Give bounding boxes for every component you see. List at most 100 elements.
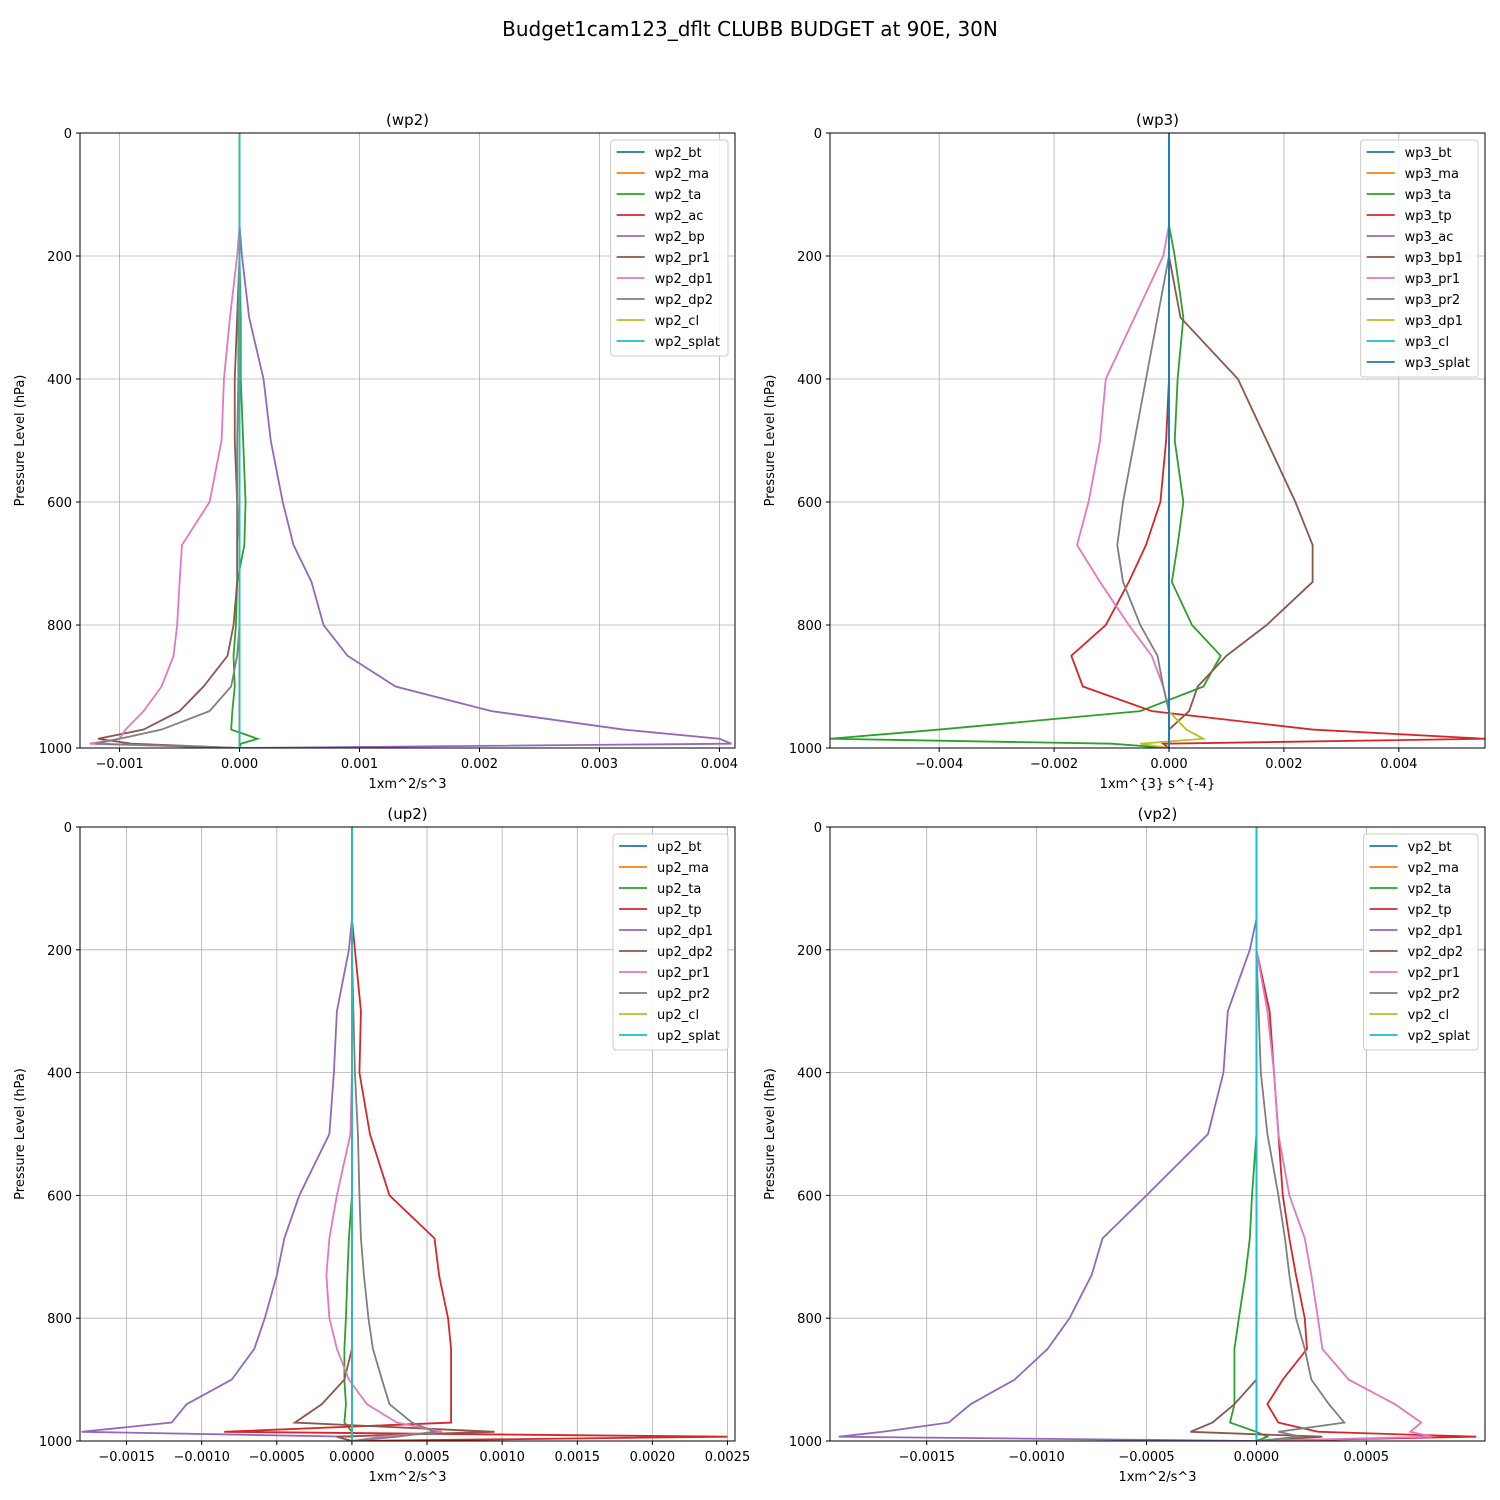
- legend-label: up2_tp: [657, 903, 702, 918]
- y-tick-label: 400: [47, 373, 72, 388]
- legend-label: vp2_ma: [1408, 861, 1459, 876]
- x-axis-label: 1xm^2/s^3: [368, 777, 446, 792]
- x-tick-label: 0.0000: [329, 1450, 375, 1465]
- series-line: [830, 133, 1222, 748]
- x-tick-label: −0.002: [1030, 757, 1078, 772]
- y-tick-label: 1000: [39, 742, 72, 757]
- legend-label: wp2_ma: [655, 167, 709, 182]
- legend-label: wp3_ta: [1405, 188, 1452, 203]
- legend-label: up2_ta: [657, 882, 701, 897]
- y-tick-label: 600: [47, 496, 72, 511]
- x-tick-label: 0.0025: [705, 1450, 751, 1465]
- y-tick-label: 200: [797, 944, 822, 959]
- legend-label: wp3_ma: [1405, 167, 1459, 182]
- series-line: [1140, 133, 1207, 748]
- subplot: −0.004 −0.002 0.000 0.002 0.004 0 200 400 600 800…: [763, 111, 1486, 792]
- legend-label: wp3_pr1: [1405, 272, 1461, 287]
- subplot: −0.0015 −0.0010 −0.0005 0.0000 0.0005 0 200 400…: [763, 805, 1486, 1485]
- legend-label: wp2_dp2: [655, 293, 713, 308]
- series-line: [89, 133, 241, 748]
- legend-label: wp2_ac: [655, 209, 704, 224]
- legend: wp2_bt wp2_ma wp2_ta wp2_ac wp2_bp wp2_pr1 wp2…: [610, 139, 729, 357]
- y-tick-label: 400: [797, 1067, 822, 1082]
- x-tick-label: −0.0005: [1118, 1450, 1174, 1465]
- x-tick-label: 0.001: [341, 757, 378, 772]
- y-tick-label: 200: [47, 250, 72, 265]
- legend-label: up2_bt: [657, 840, 702, 855]
- x-tick-label: 0.0005: [1344, 1450, 1390, 1465]
- legend-label: up2_pr2: [657, 987, 710, 1002]
- legend-label: vp2_dp1: [1408, 924, 1464, 939]
- y-tick-label: 1000: [789, 1435, 822, 1450]
- x-axis-label: 1xm^2/s^3: [368, 1470, 446, 1485]
- lines: [830, 133, 1485, 748]
- legend-label: wp2_cl: [655, 314, 699, 329]
- y-tick-label: 600: [47, 1189, 72, 1204]
- legend-label: vp2_pr1: [1408, 966, 1461, 981]
- legend-label: up2_dp2: [657, 945, 713, 960]
- y-tick-label: 1000: [789, 742, 822, 757]
- y-tick-label: 200: [47, 944, 72, 959]
- y-tick-label: 0: [814, 821, 822, 836]
- y-tick-label: 0: [64, 127, 72, 142]
- legend-label: vp2_dp2: [1408, 945, 1464, 960]
- x-tick-label: 0.003: [581, 757, 618, 772]
- series-line: [1168, 133, 1314, 748]
- legend-label: up2_dp1: [657, 924, 713, 939]
- y-tick-label: 1000: [39, 1435, 72, 1450]
- x-tick-label: −0.001: [96, 757, 144, 772]
- legend-label: up2_ma: [657, 861, 709, 876]
- y-tick-label: 600: [797, 496, 822, 511]
- axes-frame: [829, 826, 1486, 1442]
- legend-label: wp3_bp1: [1405, 251, 1463, 266]
- series-line: [292, 827, 495, 1441]
- x-tick-label: 0.0015: [555, 1450, 601, 1465]
- legend: wp3_bt wp3_ma wp3_ta wp3_tp wp3_ac wp3_bp1 wp3…: [1360, 139, 1479, 378]
- series-line: [838, 827, 1258, 1441]
- subplot: −0.0015 −0.0010 −0.0005 0.0000 0.0005 0.0010 0…: [13, 805, 750, 1485]
- figure-title: Budget1cam123_dflt CLUBB BUDGET at 90E, …: [502, 17, 998, 41]
- x-tick-label: 0.0010: [479, 1450, 525, 1465]
- legend-label: wp3_bt: [1405, 146, 1452, 161]
- x-tick-label: −0.0010: [173, 1450, 229, 1465]
- y-axis-label: Pressure Level (hPa): [13, 1068, 28, 1200]
- x-tick-label: 0.000: [221, 757, 258, 772]
- lines: [838, 827, 1477, 1441]
- legend-label: vp2_ta: [1408, 882, 1452, 897]
- subplot: −0.001 0.000 0.001 0.002 0.003 0.004 0 200 400 60…: [13, 111, 738, 792]
- x-tick-label: 0.004: [701, 757, 738, 772]
- y-tick-label: 0: [64, 821, 72, 836]
- series-line: [1255, 827, 1433, 1441]
- series-line: [351, 827, 439, 1441]
- y-axis-label: Pressure Level (hPa): [763, 375, 778, 507]
- y-axis-label: Pressure Level (hPa): [763, 1068, 778, 1200]
- y-tick-label: 200: [797, 250, 822, 265]
- legend-label: vp2_tp: [1408, 903, 1452, 918]
- x-tick-label: −0.0015: [899, 1450, 955, 1465]
- legend-label: vp2_cl: [1408, 1008, 1449, 1023]
- legend-label: wp3_cl: [1405, 335, 1449, 350]
- legend-box: [1360, 139, 1479, 378]
- x-tick-label: 0.0000: [1234, 1450, 1280, 1465]
- subplot-title: (vp2): [1138, 805, 1178, 823]
- y-tick-label: 0: [814, 127, 822, 142]
- axes-frame: [829, 132, 1486, 749]
- series-line: [81, 827, 353, 1441]
- x-axis-label: 1xm^2/s^3: [1118, 1470, 1196, 1485]
- legend-label: wp2_bp: [655, 230, 705, 245]
- y-tick-label: 800: [797, 619, 822, 634]
- legend-label: wp3_splat: [1405, 356, 1470, 371]
- legend-label: up2_pr1: [657, 966, 710, 981]
- legend: vp2_bt vp2_ma vp2_ta vp2_tp vp2_dp1 vp2_dp2vp…: [1363, 833, 1479, 1051]
- legend-label: wp3_tp: [1405, 209, 1452, 224]
- legend-label: wp3_pr2: [1405, 293, 1461, 308]
- legend-label: vp2_bt: [1408, 840, 1452, 855]
- x-tick-label: 0.002: [461, 757, 498, 772]
- x-tick-label: −0.0015: [98, 1450, 154, 1465]
- y-tick-label: 800: [47, 619, 72, 634]
- series-line: [238, 133, 732, 748]
- series-line: [1116, 133, 1170, 748]
- x-tick-label: −0.0010: [1008, 1450, 1064, 1465]
- axes-frame: [79, 826, 736, 1442]
